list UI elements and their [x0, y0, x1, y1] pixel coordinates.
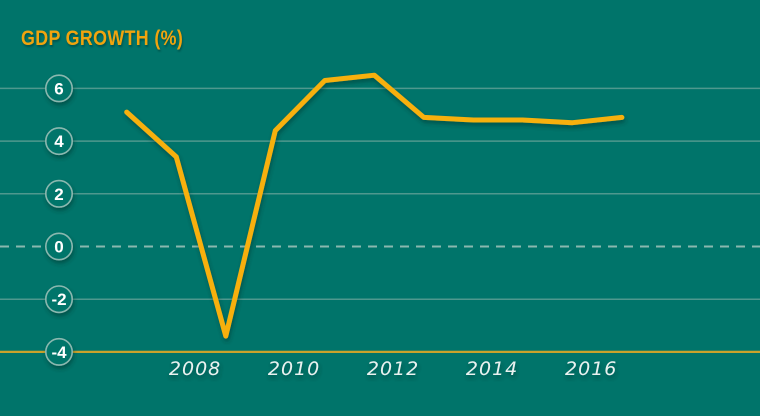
chart-title: GDP GROWTH (%)	[21, 27, 184, 50]
y-tick-label--2: -2	[51, 290, 66, 309]
y-tick-label-2: 2	[54, 185, 63, 204]
gdp-growth-line	[124, 72, 625, 339]
x-tick-label-2014: 2014	[466, 358, 518, 380]
x-tick-label-2008: 2008	[169, 358, 221, 380]
y-tick-circle--2	[44, 285, 73, 314]
y-tick-circle-6	[44, 74, 73, 103]
x-tick-label-2012: 2012	[367, 358, 419, 380]
x-tick-label-2016: 2016	[565, 358, 617, 380]
y-tick-label-6: 6	[54, 79, 63, 98]
y-tick-label-4: 4	[54, 132, 64, 151]
y-tick-circle--4	[44, 337, 73, 366]
y-tick-label-0: 0	[54, 238, 63, 257]
y-tick-circle-2	[44, 179, 73, 208]
y-tick-label--4: -4	[51, 343, 67, 362]
y-tick-circle-4	[44, 127, 73, 156]
x-tick-label-2010: 2010	[268, 358, 320, 380]
y-tick-circle-0	[44, 232, 73, 261]
